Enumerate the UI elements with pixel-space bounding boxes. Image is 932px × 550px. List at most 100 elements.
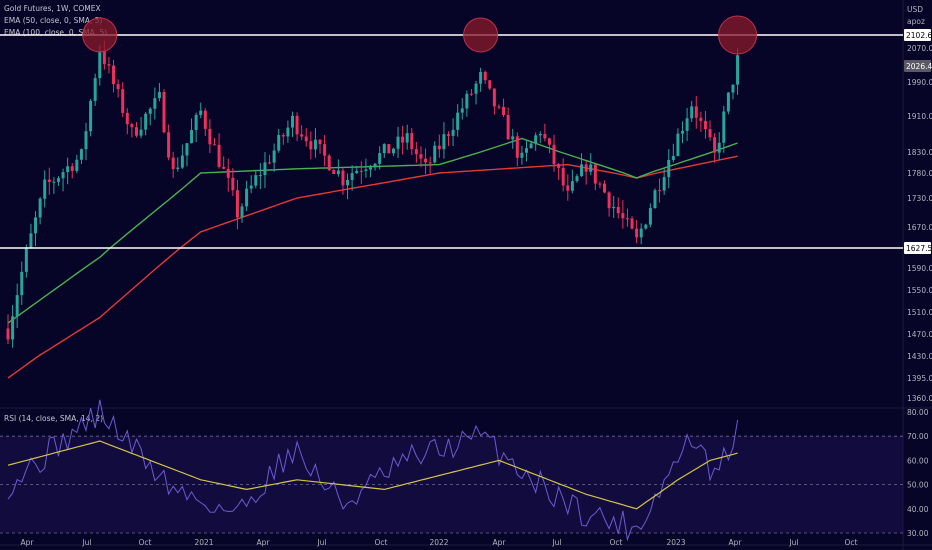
candle-body [368,167,372,170]
rsi-tick: 60.00 [907,456,929,465]
candle-body [382,144,386,154]
candle-body [254,175,258,186]
ema100-legend[interactable]: EMA (100, close, 0, SMA, 5) [4,28,108,37]
price-tick: 1590.0 [907,264,932,273]
candle-body [84,131,88,150]
time-tick: Apr [729,538,743,547]
time-tick: Apr [257,538,271,547]
candle-body [194,114,198,131]
candle-body [212,144,216,146]
price-badge-bg [904,29,931,41]
price-tick: 1990.0 [907,78,932,87]
candle-body [66,166,70,173]
ema50-legend[interactable]: EMA (50, close, 0, SMA, 5) [4,16,103,25]
candle-body [217,144,221,167]
candle-body [424,158,428,163]
candle-body [112,65,116,85]
candle-body [144,113,148,130]
candle-body [98,50,102,79]
candle-body [676,133,680,157]
candle-body [492,88,496,107]
price-tick: 1830.0 [907,148,932,157]
candle-body [222,166,226,169]
candle-body [515,136,519,158]
candle-body [378,153,382,164]
candle-body [47,179,51,183]
axes: USD apoz 2070.0 1990.0 1910.0 1830.0 1780.0 173… [21,5,932,547]
time-tick: Jul [788,538,798,547]
candle-body [437,145,441,150]
candle-body [121,89,125,113]
candle-body [479,71,483,84]
rsi-legend[interactable]: RSI (14, close, SMA, 14, 2) [4,414,104,423]
time-tick: Oct [845,538,858,547]
rsi-tick: 70.00 [907,432,929,441]
price-tick: 1360.0 [907,394,932,403]
candle-body [580,164,584,177]
candle-body [157,92,161,99]
price-tick: 1395.0 [907,374,932,383]
rsi-ma-line [7,440,738,510]
candle-body [566,185,570,191]
candle-body [359,170,363,172]
candle-body [263,162,267,176]
candle-body [410,133,414,150]
time-tick: Jul [551,538,561,547]
candle-body [552,144,556,165]
price-badge-bg [904,60,931,72]
candle-body [483,71,487,81]
candle-body [557,164,561,168]
candle-body [290,115,294,128]
rsi-tick: 50.00 [907,481,929,490]
candle-body [355,170,359,174]
candle-body [639,228,643,238]
candle-body [703,120,707,130]
candle-body [543,133,547,139]
high-circle-2 [463,17,499,53]
price-badge: 1627.5 [906,244,932,253]
candle-body [231,177,235,191]
candle-body [497,106,501,108]
candle-body [662,177,666,191]
price-badge: 2026.4 [906,62,932,71]
candle-body [364,169,368,171]
candle-body [506,115,510,140]
candle-body [6,328,10,340]
candle-body [295,115,299,135]
candle-body [722,111,726,143]
candle-body [667,159,671,178]
candle-body [89,100,93,132]
ema-lines [7,137,738,379]
candle-body [391,148,395,154]
candle-body [75,159,79,171]
candle-body [575,176,579,182]
candle-body [607,192,611,209]
candle-body [185,143,189,156]
candle-body [199,110,203,115]
candle-body [433,145,437,163]
candle-body [401,136,405,143]
candle-body [139,129,143,136]
price-badge: 2102.6 [906,31,932,40]
candle-body [731,84,735,93]
candle-body [570,181,574,191]
candle-body [713,137,717,153]
price-badge-bg [904,242,931,254]
candle-body [648,208,652,225]
candle-body [125,112,129,125]
price-tick: 1510.0 [907,308,932,317]
candle-body [456,112,460,130]
candle-body [708,129,712,138]
candle-body [346,179,350,186]
candle-body [258,175,262,177]
candle-body [593,164,597,184]
candle-body [387,144,391,154]
candle-body [272,150,276,163]
candle-body [561,167,565,186]
candle-body [428,162,432,164]
candle-body [635,228,639,238]
candle-body [658,190,662,192]
candle-body [226,168,230,178]
level-lines[interactable] [0,34,903,249]
